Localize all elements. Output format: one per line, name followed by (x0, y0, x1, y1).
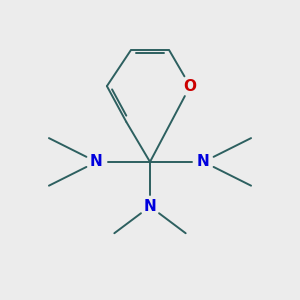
Text: N: N (90, 154, 103, 169)
Text: N: N (144, 199, 156, 214)
Text: O: O (184, 79, 196, 94)
Text: N: N (197, 154, 210, 169)
